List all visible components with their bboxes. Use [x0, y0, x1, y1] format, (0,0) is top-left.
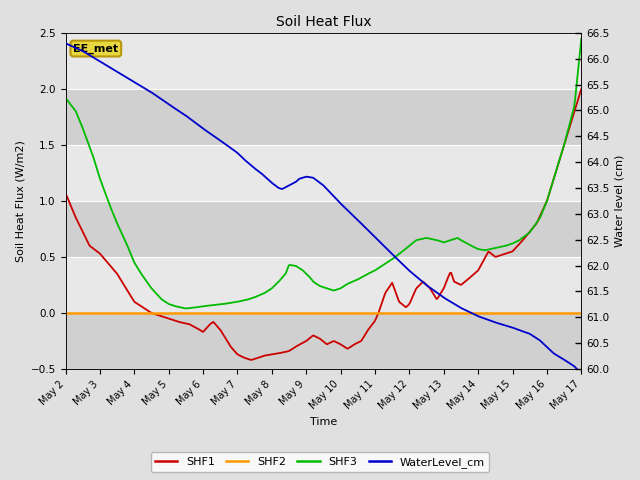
Y-axis label: Soil Heat Flux (W/m2): Soil Heat Flux (W/m2) — [15, 140, 25, 262]
Text: EE_met: EE_met — [73, 43, 118, 54]
Bar — [65, 257, 581, 313]
Bar — [65, 33, 581, 89]
Legend: SHF1, SHF2, SHF3, WaterLevel_cm: SHF1, SHF2, SHF3, WaterLevel_cm — [151, 452, 489, 472]
Title: Soil Heat Flux: Soil Heat Flux — [276, 15, 371, 29]
X-axis label: Time: Time — [310, 417, 337, 427]
Bar — [65, 313, 581, 369]
Y-axis label: Water level (cm): Water level (cm) — [615, 155, 625, 247]
Bar — [65, 145, 581, 201]
Bar — [65, 201, 581, 257]
Bar — [65, 89, 581, 145]
